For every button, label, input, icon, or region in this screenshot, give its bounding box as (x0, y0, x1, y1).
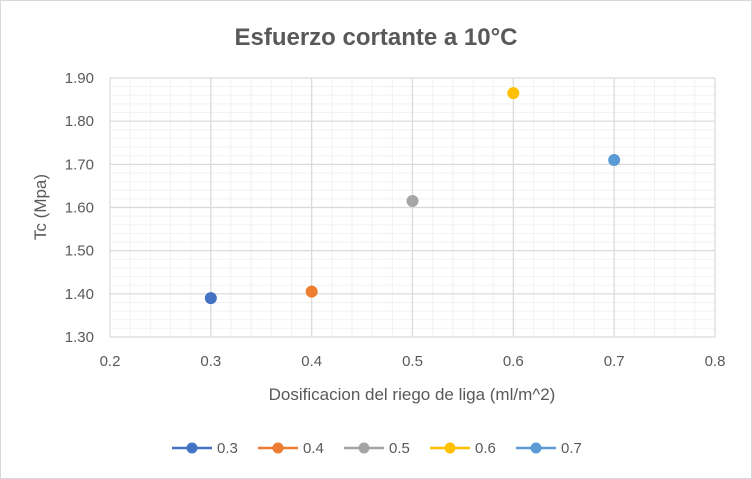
x-tick-label: 0.3 (200, 353, 221, 370)
data-point-0.4 (305, 285, 318, 298)
data-point-0.7 (608, 154, 621, 167)
x-tick-label: 0.2 (100, 353, 121, 370)
legend-label-0.3: 0.3 (217, 440, 238, 457)
x-axis-ticks: 0.2 0.3 0.4 0.5 0.6 0.7 0.8 (100, 353, 726, 370)
legend-label-0.5: 0.5 (389, 440, 410, 457)
legend-marker-0.5 (358, 442, 370, 454)
legend: 0.3 0.4 0.5 0.6 0.7 (172, 440, 582, 457)
data-point-0.6 (507, 87, 520, 100)
y-tick-label: 1.80 (65, 113, 94, 130)
y-tick-label: 1.60 (65, 200, 94, 217)
legend-marker-0.4 (272, 442, 284, 454)
data-points (204, 87, 621, 305)
y-tick-label: 1.70 (65, 156, 94, 173)
y-tick-label: 1.30 (65, 329, 94, 346)
chart-title: Esfuerzo cortante a 10°C (234, 24, 517, 51)
x-tick-label: 0.4 (301, 353, 322, 370)
y-tick-label: 1.40 (65, 286, 94, 303)
legend-label-0.7: 0.7 (561, 440, 582, 457)
legend-label-0.6: 0.6 (475, 440, 496, 457)
legend-marker-0.3 (186, 442, 198, 454)
data-point-0.5 (406, 195, 419, 208)
y-axis-ticks: 1.30 1.40 1.50 1.60 1.70 1.80 1.90 (65, 70, 94, 346)
y-tick-label: 1.90 (65, 70, 94, 87)
plot-grid (109, 77, 716, 338)
legend-label-0.4: 0.4 (303, 440, 324, 457)
legend-marker-0.6 (444, 442, 456, 454)
y-tick-label: 1.50 (65, 243, 94, 260)
x-axis-label: Dosificacion del riego de liga (ml/m^2) (269, 385, 556, 404)
x-tick-label: 0.5 (402, 353, 423, 370)
x-tick-label: 0.7 (604, 353, 625, 370)
x-tick-label: 0.6 (503, 353, 524, 370)
y-axis-label: Tc (Mpa) (31, 174, 50, 240)
legend-marker-0.7 (530, 442, 542, 454)
data-point-0.3 (204, 292, 217, 305)
x-tick-label: 0.8 (705, 353, 726, 370)
